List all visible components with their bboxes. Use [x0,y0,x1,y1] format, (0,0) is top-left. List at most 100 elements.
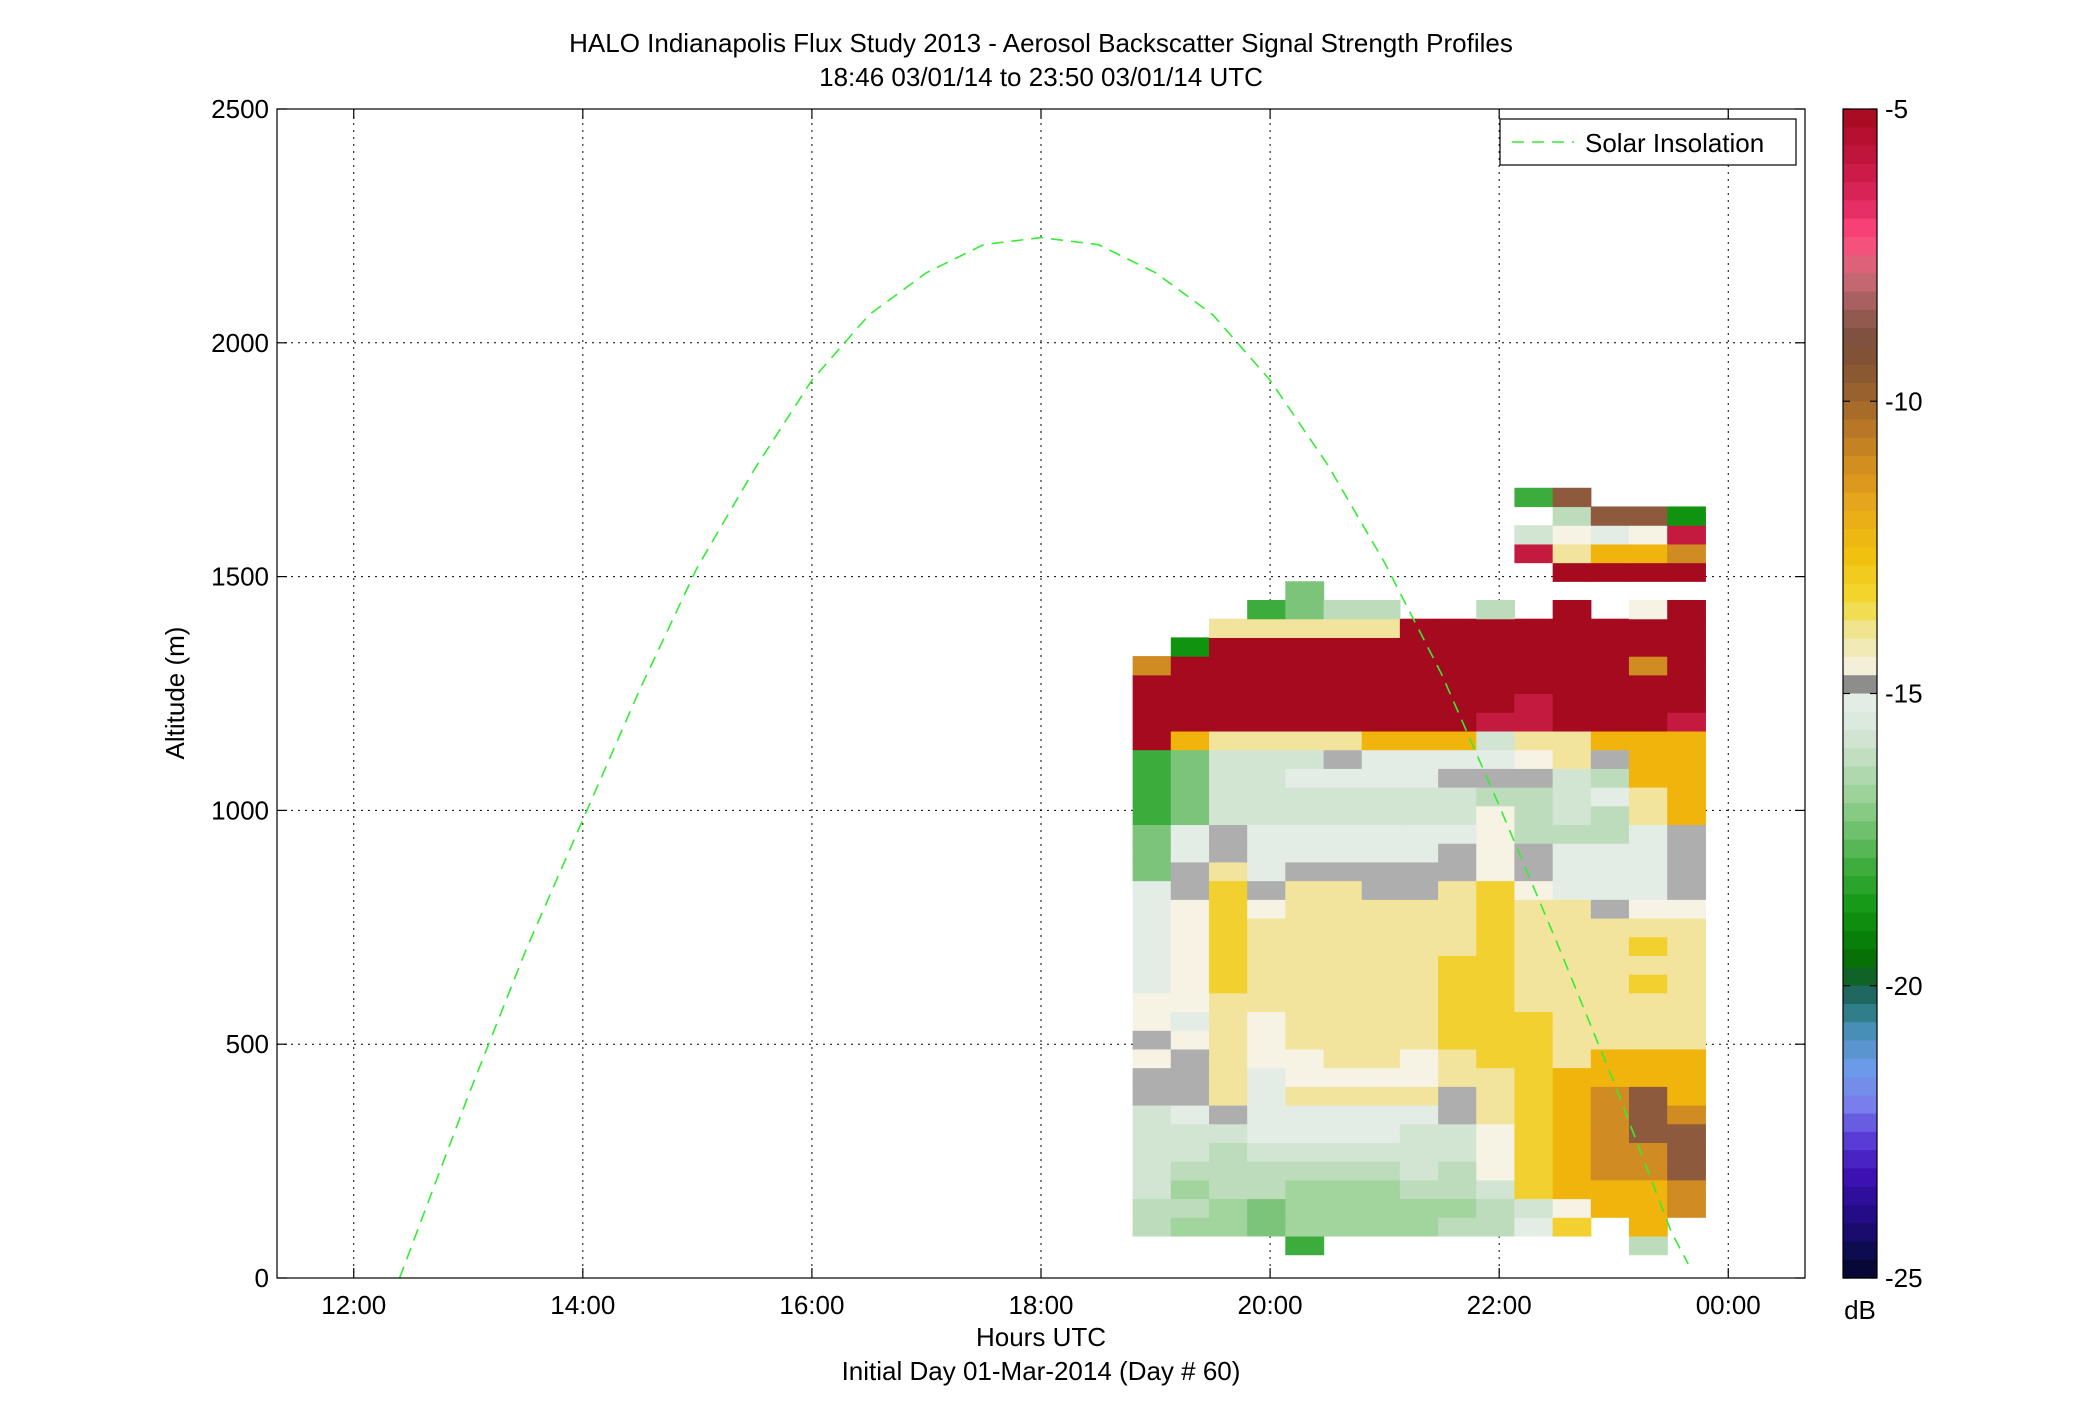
heatmap-cell [1285,674,1325,695]
heatmap-cell [1438,974,1477,994]
colorbar-band [1843,857,1877,877]
heatmap-cell [1438,917,1477,938]
heatmap-cell [1438,936,1477,956]
heatmap-cell [1323,787,1363,807]
heatmap-cell [1361,1048,1401,1069]
colorbar-band [1843,547,1877,567]
heatmap-cell [1399,805,1439,826]
heatmap-cell [1514,974,1554,994]
heatmap-cell [1285,1235,1325,1256]
heatmap-cell [1667,1161,1706,1181]
heatmap-cell [1514,1048,1554,1069]
heatmap-cell [1132,955,1172,975]
heatmap-cell [1399,1104,1439,1125]
colorbar-band [1843,382,1877,402]
heatmap-cell [1247,1161,1286,1181]
colorbar-band [1843,1186,1877,1206]
heatmap-cell [1438,805,1477,826]
colorbar-band [1843,1058,1877,1078]
heatmap-cell [1323,992,1363,1013]
heatmap-cell [1285,1011,1325,1031]
heatmap-cell [1285,730,1325,751]
heatmap-cell [1170,917,1210,938]
axis-ticks: 12:00 14:00 16:00 18:00 20:00 22:00 00:00 0 500 1… [211,94,1805,1320]
heatmap-cell [1590,768,1630,788]
heatmap-cell [1285,749,1325,769]
x-tick-label: 14:00 [550,1290,615,1320]
heatmap-cell [1628,936,1668,956]
colorbar-band [1843,638,1877,658]
heatmap-cell [1132,768,1172,788]
heatmap-cell [1285,1161,1325,1181]
heatmap-cell [1476,674,1515,695]
heatmap-cell [1399,1198,1439,1218]
heatmap-cell [1285,805,1325,826]
colorbar-band [1843,1259,1877,1279]
heatmap-cell [1323,1048,1363,1069]
heatmap-cell [1628,805,1668,826]
heatmap-cell [1247,1198,1286,1218]
heatmap-cell [1170,955,1210,975]
heatmap-cell [1552,1067,1592,1087]
heatmap-cell [1590,843,1630,863]
heatmap-cell [1476,1067,1515,1087]
heatmap-cell [1209,712,1248,732]
heatmap-cell [1667,693,1706,713]
heatmap-cell [1552,1179,1592,1200]
heatmap-cell [1438,880,1477,900]
heatmap-cell [1628,656,1668,676]
heatmap-cell [1361,787,1401,807]
heatmap-cell [1590,1086,1630,1106]
heatmap-cell [1667,674,1706,695]
heatmap-cell [1247,974,1286,994]
heatmap-cell [1247,787,1286,807]
colorbar-band [1843,985,1877,1005]
heatmap [1132,487,1706,1256]
heatmap-cell [1552,1048,1592,1069]
heatmap-cell [1209,899,1248,919]
heatmap-cell [1361,917,1401,938]
heatmap-cell [1170,880,1210,900]
heatmap-cell [1514,955,1554,975]
colorbar-band [1843,821,1877,841]
heatmap-cell [1399,1030,1439,1050]
colorbar-band [1843,1095,1877,1115]
heatmap-cell [1552,506,1592,526]
heatmap-cell [1132,656,1172,676]
heatmap-cell [1209,637,1248,657]
colorbar: -5 -10 -15 -20 -25 dB [1842,94,1923,1325]
heatmap-cell [1514,768,1554,788]
colorbar-band [1843,876,1877,896]
heatmap-cell [1285,824,1325,844]
heatmap-cell [1132,1198,1172,1218]
chart-subtitle: 18:46 03/01/14 to 23:50 03/01/14 UTC [819,62,1263,92]
heatmap-cell [1590,1104,1630,1125]
heatmap-cell [1399,1123,1439,1143]
heatmap-cell [1552,618,1592,638]
heatmap-cell [1170,1198,1210,1218]
heatmap-cell [1361,1198,1401,1218]
colorbar-band [1843,565,1877,585]
heatmap-cell [1285,936,1325,956]
heatmap-cell [1667,955,1706,975]
heatmap-cell [1438,955,1477,975]
heatmap-cell [1323,1104,1363,1125]
heatmap-cell [1209,768,1248,788]
heatmap-cell [1170,1067,1210,1087]
heatmap-cell [1438,1198,1477,1218]
heatmap-cell [1247,824,1286,844]
heatmap-cell [1514,618,1554,638]
heatmap-cell [1399,712,1439,732]
heatmap-cell [1209,656,1248,676]
heatmap-cell [1438,1048,1477,1069]
colorbar-band [1843,163,1877,183]
heatmap-cell [1132,730,1172,751]
heatmap-cell [1438,1161,1477,1181]
colorbar-band [1843,1150,1877,1170]
colorbar-unit-label: dB [1844,1295,1876,1325]
heatmap-cell [1476,824,1515,844]
heatmap-cell [1590,674,1630,695]
heatmap-cell [1170,843,1210,863]
heatmap-cell [1285,1067,1325,1087]
heatmap-cell [1285,637,1325,657]
